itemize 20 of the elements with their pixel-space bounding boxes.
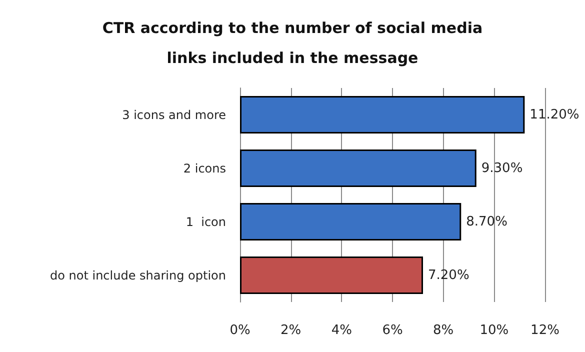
- x-tick-label: 2%: [280, 323, 302, 338]
- x-tick-label: 8%: [433, 323, 454, 338]
- data-label: 7.20%: [428, 268, 470, 283]
- bar: [240, 150, 476, 187]
- y-tick-label: 2 icons: [183, 161, 226, 176]
- bar: [240, 96, 525, 134]
- x-tick-label: 12%: [530, 323, 560, 338]
- y-tick-label: 1 icon: [186, 214, 226, 229]
- y-tick-label: do not include sharing option: [50, 268, 226, 282]
- x-tick-label: 10%: [480, 323, 509, 338]
- x-tick-label: 4%: [331, 323, 352, 338]
- y-tick-label: 3 icons and more: [122, 108, 226, 122]
- x-tick-label: 6%: [382, 323, 403, 338]
- x-tick-label: 0%: [230, 323, 250, 338]
- chart-title: CTR according to the number of social media links included in the message: [102, 19, 483, 67]
- bar: [240, 256, 423, 294]
- data-label: 8.70%: [466, 214, 508, 230]
- bar: [240, 203, 462, 240]
- data-label: 9.30%: [481, 160, 523, 176]
- data-label: 11.20%: [530, 107, 580, 122]
